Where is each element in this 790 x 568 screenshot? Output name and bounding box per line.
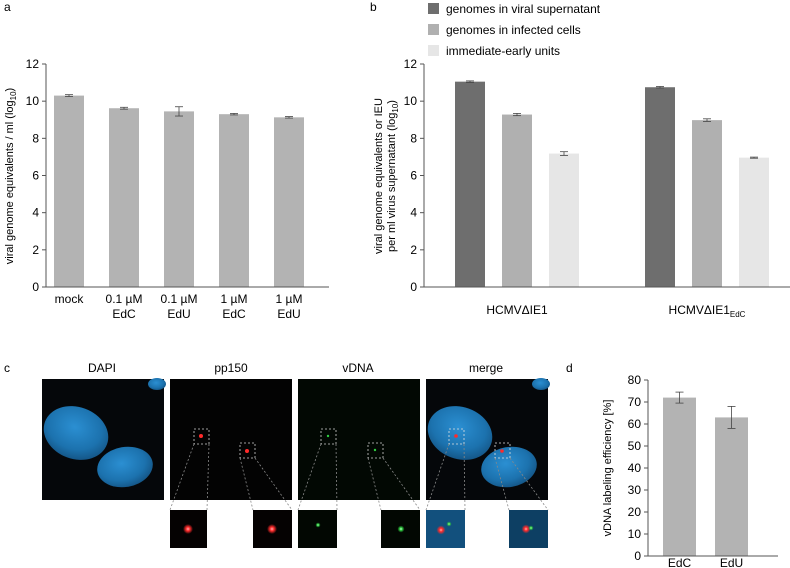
- y-tick-label: 40: [628, 461, 642, 475]
- bar-3: [219, 114, 249, 287]
- y-tick-label: 4: [32, 206, 39, 220]
- category-label-1: EdU: [720, 556, 743, 568]
- y-tick-label: 50: [628, 439, 642, 453]
- bar-1-0: [645, 87, 675, 288]
- inset-merge-1: [426, 510, 465, 548]
- panel-label-a: a: [4, 0, 11, 14]
- bar-1-2: [739, 157, 769, 287]
- y-tick-label: 0: [32, 280, 39, 294]
- nucleus-2: [97, 446, 153, 488]
- category-label-0: mock: [55, 292, 85, 306]
- channel-title-pp150: pp150: [214, 361, 248, 375]
- bar-0-0: [455, 81, 485, 287]
- bar-1: [109, 108, 139, 287]
- y-tick-label: 2: [32, 243, 39, 257]
- chart-d: vDNA labeling efficiency [%] 0 10 20 30 40 50…: [602, 373, 778, 568]
- category-label-0: EdC: [668, 556, 692, 568]
- y-tick-label: 20: [628, 505, 642, 519]
- zoom-box: [367, 442, 384, 459]
- y-tick-label: 10: [26, 94, 40, 108]
- y-tick-label: 12: [404, 57, 418, 71]
- y-tick-label: 0: [634, 549, 641, 563]
- zoom-box: [193, 428, 210, 445]
- nucleus-3: [148, 378, 166, 390]
- y-tick-label: 2: [410, 243, 417, 257]
- y-tick-label: 12: [26, 57, 40, 71]
- chart-b-ylabel-line2: per ml virus supernatant (log10): [386, 100, 400, 252]
- zoom-box: [494, 442, 511, 459]
- bar-4: [274, 117, 304, 287]
- legend-label-2: immediate-early units: [446, 44, 560, 58]
- merge-image: [426, 378, 550, 500]
- chart-b-ylabel-line1: viral genome equivalents or IEU: [373, 98, 385, 254]
- channel-title-vdna: vDNA: [342, 361, 373, 375]
- category-label-2: EdU: [167, 307, 190, 321]
- legend-swatch-0: [428, 3, 439, 14]
- vdna-signal: [326, 434, 330, 438]
- pp150-signal: [199, 434, 203, 438]
- y-tick-label: 10: [628, 527, 642, 541]
- zoom-connectors: [169, 443, 549, 511]
- chart-a-ylabel: viral genome equivalents / ml (log10): [4, 88, 18, 264]
- y-tick-label: 10: [404, 94, 418, 108]
- category-label-2: 0.1 µM: [161, 292, 198, 306]
- category-label-3: 1 µM: [221, 292, 248, 306]
- chart-d-ylabel: vDNA labeling efficiency [%]: [602, 400, 614, 537]
- zoom-insets: [170, 510, 548, 548]
- category-label-1: 0.1 µM: [106, 292, 143, 306]
- pp150-signal: [245, 449, 249, 453]
- dapi-image: [42, 378, 166, 500]
- vdna-image: [298, 379, 420, 500]
- inset-vdna-1: [298, 510, 337, 548]
- pp150-image: [170, 379, 292, 500]
- bar-1-1: [692, 120, 722, 287]
- nucleus-1: [43, 406, 109, 460]
- nucleus-1: [427, 406, 493, 460]
- bar-0: [663, 397, 696, 556]
- bar-0: [54, 95, 84, 287]
- y-tick-label: 8: [410, 131, 417, 145]
- nucleus-2: [481, 446, 537, 488]
- y-tick-label: 30: [628, 483, 642, 497]
- y-tick-label: 80: [628, 373, 642, 387]
- category-label-4: 1 µM: [276, 292, 303, 306]
- chart-b: genomes in viral supernatant genomes in i…: [373, 2, 790, 319]
- category-label-4: EdU: [277, 307, 300, 321]
- legend-swatch-2: [428, 45, 439, 56]
- bar-0-1: [502, 114, 532, 288]
- bar-2: [164, 111, 194, 287]
- chart-a: viral genome equivalents / ml (log10) 0 2…: [4, 57, 329, 321]
- panel-label-b: b: [370, 0, 377, 14]
- panel-label-c: c: [4, 361, 10, 375]
- y-tick-label: 4: [410, 206, 417, 220]
- bar-1: [715, 417, 748, 556]
- zoom-box: [320, 428, 337, 445]
- legend-label-1: genomes in infected cells: [446, 23, 581, 37]
- nucleus-3: [532, 378, 550, 390]
- panel-label-d: d: [566, 361, 573, 375]
- zoom-box: [239, 442, 256, 459]
- y-tick-label: 60: [628, 417, 642, 431]
- legend-label-0: genomes in viral supernatant: [446, 2, 601, 16]
- y-tick-label: 6: [410, 169, 417, 183]
- y-tick-label: 0: [410, 280, 417, 294]
- zoom-box: [448, 428, 465, 445]
- category-label-1: EdC: [112, 307, 136, 321]
- y-tick-label: 6: [32, 169, 39, 183]
- legend-swatch-1: [428, 24, 439, 35]
- category-label-3: EdC: [222, 307, 246, 321]
- channel-title-merge: merge: [469, 361, 503, 375]
- y-tick-label: 70: [628, 395, 642, 409]
- category-label-0: HCMVΔIE1: [486, 303, 548, 317]
- vdna-signal: [373, 448, 377, 452]
- category-label-1: HCMVΔIE1EdC: [669, 303, 746, 319]
- microscopy-panel: DAPI pp150 vDNA merge: [42, 361, 550, 548]
- channel-title-dapi: DAPI: [88, 361, 116, 375]
- y-tick-label: 8: [32, 131, 39, 145]
- bar-0-2: [549, 153, 579, 287]
